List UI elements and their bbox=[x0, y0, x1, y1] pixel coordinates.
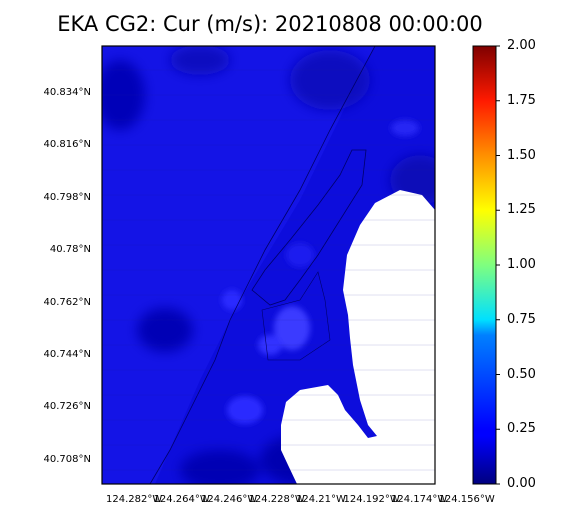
longitude-tick-label: 124.156°W bbox=[438, 494, 495, 505]
longitude-tick-label: 124.21°W bbox=[296, 494, 346, 505]
offshore-water bbox=[102, 46, 375, 484]
map-frame bbox=[101, 45, 436, 485]
latitude-tick-label: 40.798°N bbox=[43, 191, 91, 203]
latitude-tick-label: 40.78°N bbox=[49, 244, 91, 256]
longitude-tick-label: 124.246°W bbox=[201, 494, 258, 505]
coastline bbox=[149, 46, 376, 484]
colorbar-tick-label: 0.25 bbox=[507, 421, 536, 437]
high-speed-patches bbox=[222, 120, 419, 424]
longitude-tick-label: 124.228°W bbox=[248, 494, 305, 505]
spit-outline bbox=[251, 149, 367, 306]
colorbar-tick-label: 0.75 bbox=[507, 311, 536, 327]
colorbar-tick-label: 1.25 bbox=[507, 202, 536, 218]
longitude-tick-label: 124.174°W bbox=[391, 494, 448, 505]
latitude-tick-label: 40.726°N bbox=[43, 401, 91, 413]
longitude-tick-label: 124.264°W bbox=[153, 494, 210, 505]
colorbar-tick-label: 0.50 bbox=[507, 366, 536, 382]
colorbar-tick-label: 1.75 bbox=[507, 92, 536, 108]
latitude-tick-label: 40.762°N bbox=[43, 296, 91, 308]
latitude-tick-label: 40.744°N bbox=[43, 349, 91, 360]
map-plot-area bbox=[102, 46, 435, 484]
colorbar-tick-label: 0.00 bbox=[507, 476, 536, 491]
map-title: EKA CG2: Cur (m/s): 20210808 00:00:00 bbox=[57, 12, 483, 36]
land-mass-east bbox=[281, 190, 435, 484]
colorbar-gradient bbox=[473, 46, 496, 484]
colorbar-tick-label: 1.50 bbox=[507, 147, 536, 163]
latitude-tick-label: 40.708°N bbox=[43, 453, 91, 465]
bay-channel bbox=[261, 271, 331, 361]
colorbar-tick-label: 2.00 bbox=[507, 38, 536, 53]
longitude-tick-label: 124.282°W bbox=[106, 494, 163, 505]
latitude-tick-label: 40.834°N bbox=[43, 87, 91, 98]
latitude-tick-label: 40.816°N bbox=[43, 139, 91, 151]
colorbar-tick-label: 1.00 bbox=[507, 257, 536, 272]
colorbar-tickmarks bbox=[496, 45, 500, 485]
vector-field-texture bbox=[102, 69, 435, 471]
longitude-tick-label: 124.192°W bbox=[343, 494, 400, 505]
